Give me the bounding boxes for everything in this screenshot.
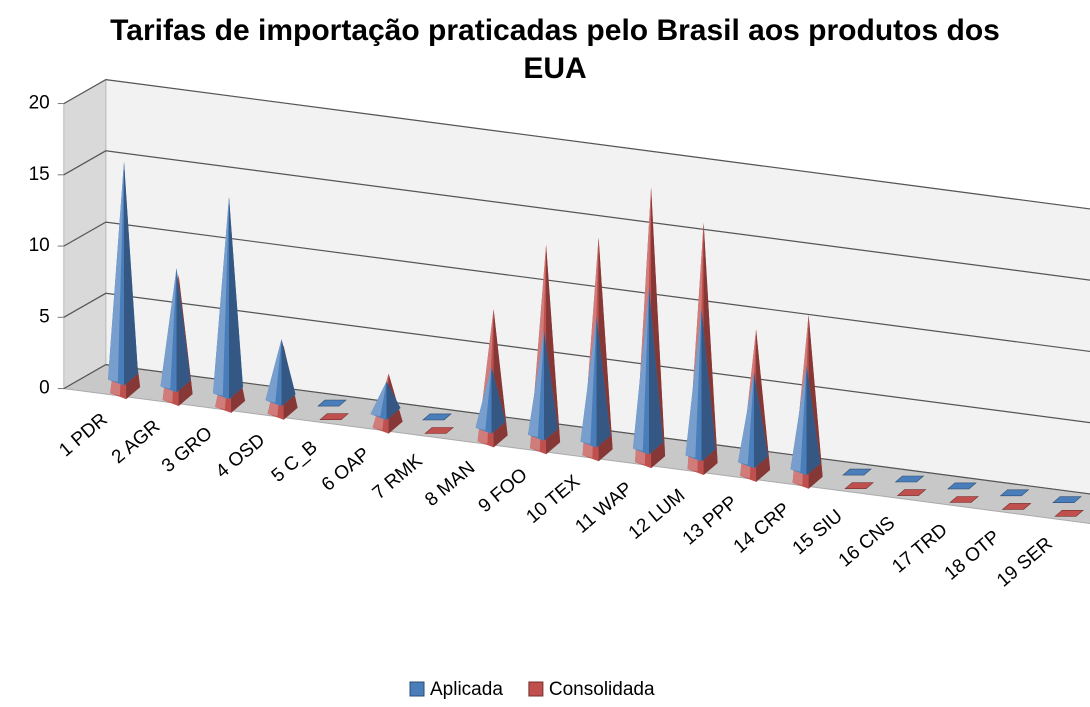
pyramid-highlight — [738, 372, 754, 465]
legend-label: Aplicada — [430, 679, 503, 700]
pyramid-highlight — [475, 366, 492, 431]
flat-mark — [896, 489, 927, 496]
pyramid-shade — [806, 365, 821, 476]
pyramid-shade — [386, 381, 401, 420]
pyramid-shade — [281, 339, 296, 407]
pyramid-highlight — [685, 308, 702, 458]
pyramid-highlight — [580, 316, 597, 445]
pyramid-highlight — [633, 287, 649, 451]
marks — [108, 161, 1084, 517]
grid-line — [63, 292, 1090, 424]
pyramid-shade — [544, 331, 558, 441]
pyramid-shade — [229, 197, 243, 400]
x-tick-label: 15 SIU — [789, 506, 847, 559]
pyramid-shade — [754, 372, 768, 469]
x-tick-label: 9 FOO — [475, 464, 532, 517]
legend-swatch — [528, 681, 544, 697]
x-tick-label: 3 GRO — [158, 423, 217, 477]
legend-swatch — [409, 681, 425, 697]
x-tick-label: 5 C_B — [268, 437, 322, 487]
flat-mark — [422, 413, 452, 421]
pyramid-shade — [491, 366, 506, 434]
y-tick-label: 20 — [29, 93, 50, 114]
pyramid-highlight — [790, 365, 807, 472]
flat-mark — [844, 482, 874, 490]
x-tick-label: 8 MAN — [421, 457, 479, 510]
y-tick-label: 0 — [39, 378, 50, 399]
y-tick-label: 15 — [29, 164, 50, 185]
pyramid-shade — [596, 316, 611, 448]
x-tick-label: 7 RMK — [369, 450, 427, 504]
flat-mark — [319, 413, 349, 421]
legend: Aplicada Consolidada — [409, 679, 655, 700]
legend-label: Consolidada — [549, 679, 655, 700]
pyramid-highlight — [528, 331, 544, 438]
chart-title: Tarifas de importação praticadas pelo Br… — [110, 14, 1000, 85]
pyramid-highlight — [108, 161, 124, 382]
flat-mark — [999, 489, 1030, 497]
flat-mark — [317, 399, 347, 407]
pyramid-highlight — [213, 197, 229, 396]
pyramid-shade — [701, 308, 716, 462]
flat-mark — [842, 468, 872, 476]
grid-line — [63, 150, 1090, 281]
flat-mark — [1052, 496, 1082, 504]
flat-mark — [424, 427, 454, 434]
pyramid-highlight — [265, 339, 282, 403]
flat-mark — [1001, 503, 1032, 510]
pyramid-highlight — [370, 381, 387, 417]
pyramid-shade — [649, 287, 663, 455]
y-tick-label: 5 — [39, 306, 50, 327]
grid-line — [63, 221, 1090, 353]
x-tick-label: 1 PDR — [55, 409, 111, 461]
walls — [57, 78, 1090, 524]
flat-mark — [1054, 509, 1084, 517]
pyramid-shade — [124, 161, 138, 386]
pyramid-shade — [176, 268, 191, 393]
flat-mark — [947, 482, 977, 490]
pyramid-highlight — [160, 268, 177, 389]
x-tick-label: 6 OAP — [318, 444, 374, 496]
y-tick-label: 10 — [29, 235, 50, 256]
flat-mark — [949, 496, 979, 503]
flat-mark — [894, 475, 925, 483]
grid-line — [63, 78, 1090, 210]
x-tick-label: 4 OSD — [212, 430, 269, 483]
x-tick-label: 2 AGR — [108, 416, 164, 468]
